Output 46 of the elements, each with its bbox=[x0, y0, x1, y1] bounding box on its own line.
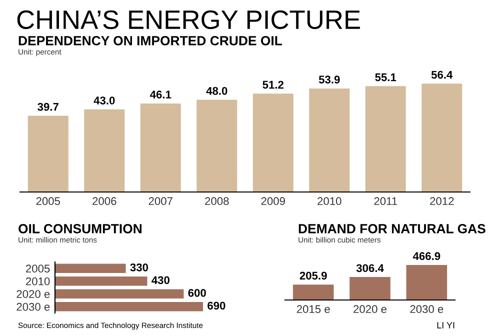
bar bbox=[84, 109, 125, 192]
data-label: 53.9 bbox=[318, 76, 340, 84]
y-tick-label: 2020 e bbox=[16, 290, 50, 298]
x-tick-label: 2009 bbox=[261, 197, 285, 206]
data-label: 48.0 bbox=[206, 86, 228, 95]
bar bbox=[28, 116, 68, 192]
x-tick-label: 2012 bbox=[430, 197, 454, 206]
bar bbox=[196, 100, 238, 192]
chart-title: DEPENDENCY ON IMPORTED CRUDE OIL bbox=[18, 36, 282, 46]
chart-title: DEMAND FOR NATURAL GAS bbox=[298, 224, 486, 234]
text: LI YI bbox=[437, 322, 454, 328]
bar bbox=[309, 88, 350, 192]
data-label: 330 bbox=[130, 263, 148, 272]
x-tick-label: 2020 e bbox=[354, 305, 386, 314]
data-label: 51.2 bbox=[262, 80, 284, 89]
x-tick-label: 2010 bbox=[318, 197, 342, 206]
data-label: 39.7 bbox=[38, 102, 58, 111]
x-tick-label: 2015 e bbox=[296, 305, 330, 314]
data-label: 205.9 bbox=[300, 272, 327, 280]
y-tick-label: 2010 bbox=[26, 277, 50, 286]
data-label: 430 bbox=[152, 276, 170, 284]
x-tick-label: 2005 bbox=[36, 197, 60, 206]
x-tick-label: 2006 bbox=[92, 197, 116, 206]
data-label: 466.9 bbox=[412, 252, 440, 260]
bar bbox=[140, 103, 181, 192]
x-tick-label: 2007 bbox=[148, 197, 172, 206]
bar bbox=[365, 86, 406, 192]
x-tick-label: 2030 e bbox=[410, 305, 444, 314]
bar bbox=[422, 84, 462, 192]
data-label: 690 bbox=[208, 302, 226, 310]
chart-title: OIL CONSUMPTION bbox=[18, 224, 142, 234]
data-label: 600 bbox=[188, 288, 206, 297]
text: CHINA’S ENERGY PICTURE bbox=[17, 10, 360, 30]
data-label: 56.4 bbox=[431, 70, 453, 79]
bar bbox=[55, 289, 184, 298]
y-tick-label: 2005 bbox=[26, 264, 50, 273]
x-tick-label: 2008 bbox=[205, 197, 229, 206]
data-label: 55.1 bbox=[375, 73, 396, 82]
bar bbox=[55, 264, 126, 273]
data-label: 46.1 bbox=[150, 90, 172, 98]
bar bbox=[55, 276, 148, 286]
data-label: 43.0 bbox=[94, 96, 115, 104]
bar bbox=[252, 94, 294, 192]
bar bbox=[55, 302, 203, 312]
x-tick-label: 2011 bbox=[374, 197, 398, 206]
data-label: 306.4 bbox=[356, 264, 384, 272]
